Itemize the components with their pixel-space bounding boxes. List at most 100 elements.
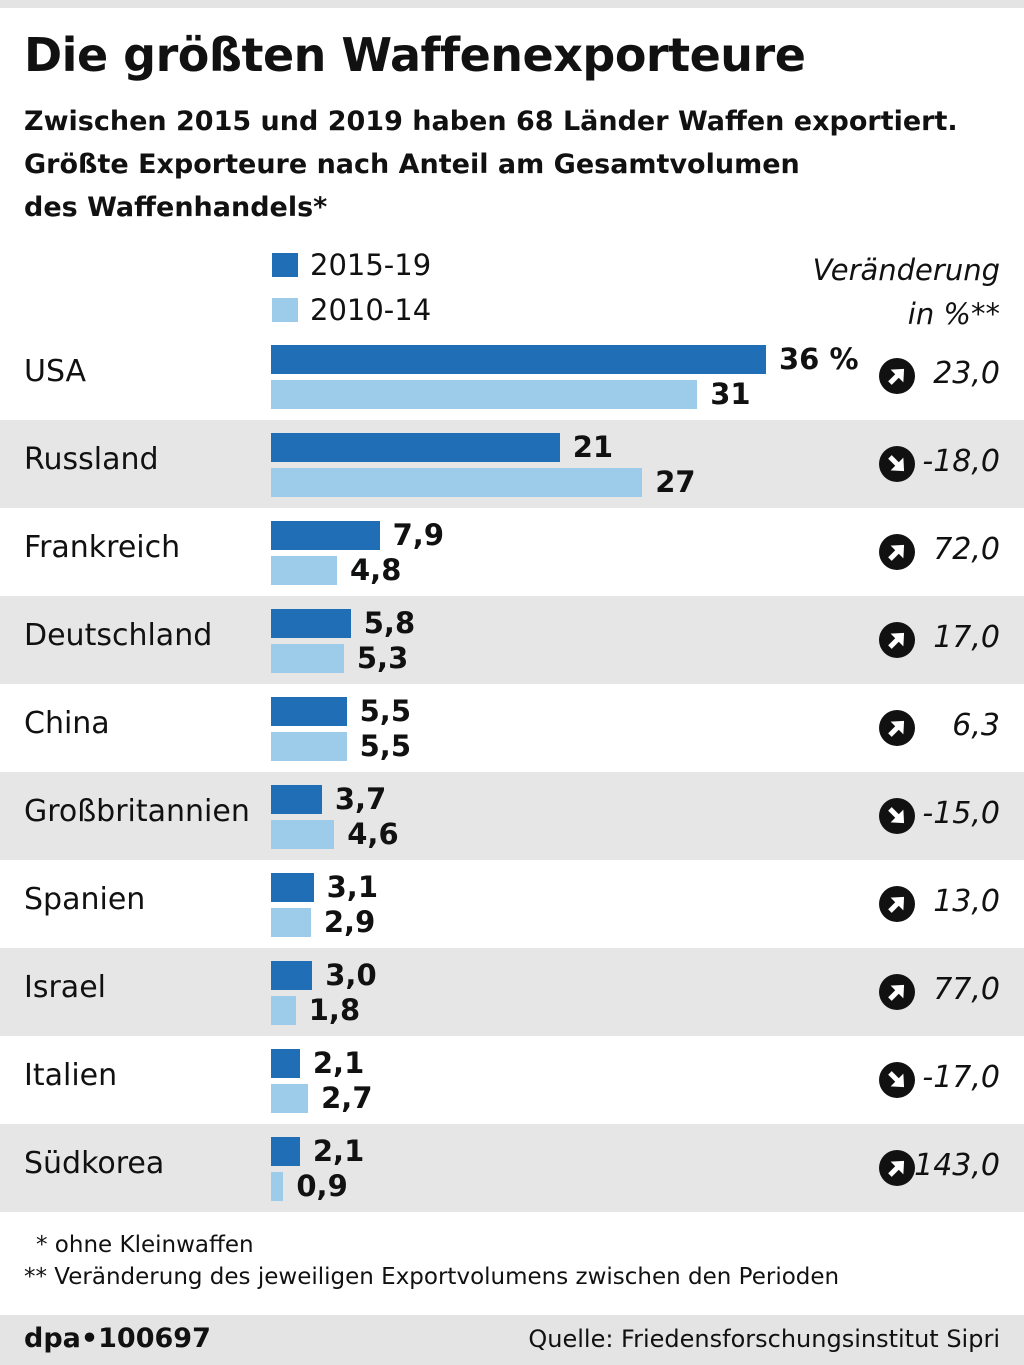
bar-current bbox=[271, 433, 560, 462]
country-label: Frankreich bbox=[24, 530, 181, 565]
legend-swatch-previous bbox=[272, 298, 298, 322]
bar-current bbox=[271, 697, 347, 726]
value-label-current: 3,0 bbox=[325, 958, 377, 992]
arrow-up-icon bbox=[879, 974, 915, 1010]
change-header: Veränderung in %** bbox=[813, 248, 1000, 336]
value-label-current: 21 bbox=[572, 430, 614, 464]
value-label-previous: 2,9 bbox=[323, 905, 376, 939]
arrow-up-icon bbox=[879, 710, 915, 746]
bar-previous bbox=[271, 644, 344, 673]
source-label: Quelle: Friedensforschungsinstitut Sipri bbox=[528, 1325, 1000, 1353]
value-label-current: 5,5 bbox=[359, 694, 411, 728]
chart-title: Die größten Waffenexporteure bbox=[24, 28, 806, 82]
bar-previous bbox=[271, 380, 698, 409]
legend-swatch-current bbox=[272, 253, 298, 277]
value-label-current: 36 % bbox=[779, 342, 859, 376]
change-value: -18,0 bbox=[922, 444, 1000, 479]
country-label: USA bbox=[24, 354, 87, 389]
country-label: Spanien bbox=[24, 882, 146, 917]
bar-current bbox=[271, 785, 322, 814]
arrow-up-icon bbox=[879, 622, 915, 658]
bar-previous bbox=[271, 996, 296, 1025]
arrow-up-icon bbox=[879, 534, 915, 570]
legend-item-current: 2015-19 bbox=[272, 248, 431, 282]
value-label-previous: 27 bbox=[655, 465, 696, 499]
country-label: Deutschland bbox=[24, 618, 213, 653]
value-label-previous: 0,9 bbox=[296, 1169, 348, 1203]
value-label-previous: 2,7 bbox=[321, 1081, 373, 1115]
value-label-previous: 1,8 bbox=[308, 993, 361, 1027]
change-value: 23,0 bbox=[933, 356, 1000, 391]
footnote: ** Veränderung des jeweiligen Exportvolu… bbox=[24, 1264, 840, 1290]
change-value: 143,0 bbox=[914, 1148, 1000, 1183]
bar-current bbox=[271, 873, 314, 902]
value-label-current: 2,1 bbox=[312, 1046, 365, 1080]
bar-previous bbox=[271, 820, 335, 849]
bar-current bbox=[271, 1049, 300, 1078]
value-label-current: 5,8 bbox=[363, 606, 416, 640]
arrow-up-icon bbox=[879, 358, 915, 394]
bar-current bbox=[271, 521, 380, 550]
value-label-current: 3,7 bbox=[334, 782, 387, 816]
top-band bbox=[0, 0, 1024, 8]
value-label-current: 3,1 bbox=[326, 870, 378, 904]
value-label-previous: 4,6 bbox=[347, 817, 399, 851]
footnote: * ohne Kleinwaffen bbox=[36, 1232, 254, 1258]
bar-current bbox=[271, 609, 351, 638]
country-label: Südkorea bbox=[24, 1146, 165, 1181]
country-label: Israel bbox=[24, 970, 106, 1005]
subtitle-line: Zwischen 2015 und 2019 haben 68 Länder W… bbox=[24, 106, 958, 137]
country-label: Großbritannien bbox=[24, 794, 250, 829]
legend-item-previous: 2010-14 bbox=[272, 293, 431, 327]
country-label: Italien bbox=[24, 1058, 118, 1093]
change-value: -15,0 bbox=[922, 796, 1000, 831]
subtitle-line: des Waffenhandels* bbox=[24, 192, 328, 223]
arrow-down-icon bbox=[879, 446, 915, 482]
chart-row: Russland 21 27 -18,0 bbox=[0, 420, 1024, 508]
chart-row: Großbritannien 3,7 4,6 -15,0 bbox=[0, 772, 1024, 860]
arrow-down-icon bbox=[879, 798, 915, 834]
bar-previous bbox=[271, 1084, 309, 1113]
bar-previous bbox=[271, 1172, 284, 1201]
chart-row: Italien 2,1 2,7 -17,0 bbox=[0, 1036, 1024, 1124]
arrow-up-icon bbox=[879, 1150, 915, 1186]
value-label-previous: 5,5 bbox=[359, 729, 411, 763]
arrow-up-icon bbox=[879, 886, 915, 922]
change-header-line: in %** bbox=[907, 297, 1000, 331]
change-value: 17,0 bbox=[933, 620, 1000, 655]
arrow-down-icon bbox=[879, 1062, 915, 1098]
country-label: Russland bbox=[24, 442, 159, 477]
chart-row: Israel 3,0 1,8 77,0 bbox=[0, 948, 1024, 1036]
footer: dpa•100697 Quelle: Friedensforschungsins… bbox=[0, 1315, 1024, 1365]
chart-row: Südkorea 2,1 0,9 143,0 bbox=[0, 1124, 1024, 1212]
change-value: -17,0 bbox=[922, 1060, 1000, 1095]
bar-current bbox=[271, 1137, 300, 1166]
subtitle-line: Größte Exporteure nach Anteil am Gesamtv… bbox=[24, 149, 800, 180]
chart-subtitle: Zwischen 2015 und 2019 haben 68 Länder W… bbox=[24, 100, 1014, 229]
chart-row: Deutschland 5,8 5,3 17,0 bbox=[0, 596, 1024, 684]
change-value: 72,0 bbox=[933, 532, 1000, 567]
bar-current bbox=[271, 345, 766, 374]
value-label-previous: 4,8 bbox=[350, 553, 402, 587]
change-value: 6,3 bbox=[952, 708, 1000, 743]
value-label-previous: 5,3 bbox=[356, 641, 409, 675]
country-label: China bbox=[24, 706, 110, 741]
value-label-previous: 31 bbox=[710, 377, 751, 411]
bar-current bbox=[271, 961, 313, 990]
legend-label-current: 2015-19 bbox=[310, 248, 432, 282]
bar-previous bbox=[271, 908, 311, 937]
value-label-current: 2,1 bbox=[312, 1134, 365, 1168]
bar-previous bbox=[271, 556, 337, 585]
bar-previous bbox=[271, 468, 643, 497]
change-value: 13,0 bbox=[933, 884, 1000, 919]
chart-row: China 5,5 5,5 6,3 bbox=[0, 684, 1024, 772]
chart-row: USA 36 % 31 23,0 bbox=[0, 332, 1024, 420]
chart-row: Spanien 3,1 2,9 13,0 bbox=[0, 860, 1024, 948]
legend-label-previous: 2010-14 bbox=[310, 293, 432, 327]
chart-row: Frankreich 7,9 4,8 72,0 bbox=[0, 508, 1024, 596]
change-value: 77,0 bbox=[933, 972, 1000, 1007]
bar-previous bbox=[271, 732, 347, 761]
change-header-line: Veränderung bbox=[812, 253, 1000, 287]
credit-label: dpa•100697 bbox=[24, 1323, 211, 1354]
value-label-current: 7,9 bbox=[392, 518, 444, 552]
